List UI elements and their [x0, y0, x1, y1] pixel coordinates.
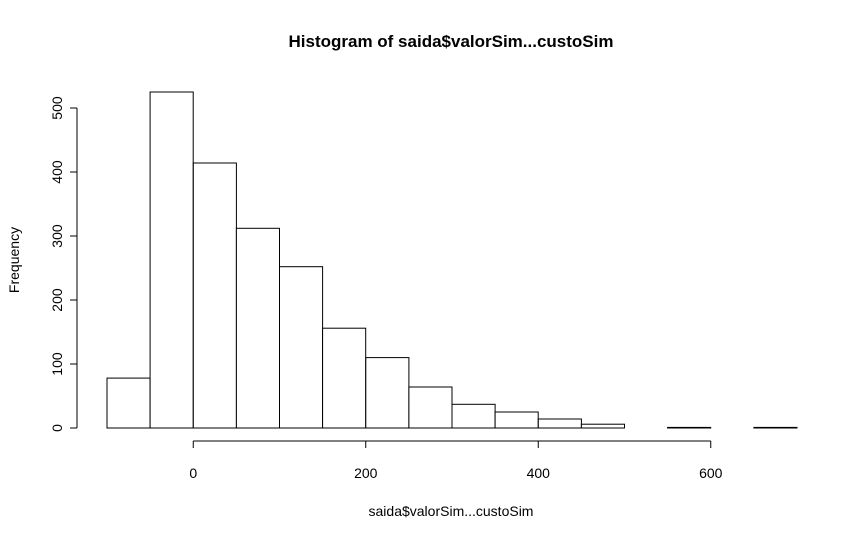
y-tick-label: 0 [49, 424, 65, 432]
histogram-bar [106, 377, 151, 429]
histogram-bar [451, 403, 496, 429]
histogram-bar [537, 418, 582, 429]
histogram-bar [235, 227, 280, 429]
histogram-bar [192, 162, 237, 429]
histogram-bar [753, 426, 798, 429]
x-tick-label: 200 [354, 465, 378, 481]
chart-title: Histogram of saida$valorSim...custoSim [289, 32, 614, 51]
bars-group [106, 91, 798, 429]
x-tick-label: 0 [189, 465, 197, 481]
y-tick-label: 500 [49, 96, 65, 120]
y-axis-label: Frequency [6, 227, 22, 293]
histogram-bar [580, 423, 626, 429]
histogram-bar [279, 266, 324, 429]
x-axis-label: saida$valorSim...custoSim [369, 503, 534, 519]
y-tick-label: 100 [49, 352, 65, 376]
y-axis: 0 100 200 300 400 500 [49, 96, 78, 432]
histogram-bar [322, 327, 367, 429]
histogram-bar [667, 426, 712, 429]
y-tick-label: 200 [49, 288, 65, 312]
histogram-bar [408, 386, 453, 429]
histogram-bar [365, 357, 410, 429]
x-tick-label: 600 [699, 465, 723, 481]
y-tick-label: 400 [49, 160, 65, 184]
x-axis: 0 200 400 600 [189, 440, 723, 481]
y-tick-label: 300 [49, 224, 65, 248]
histogram-bar [494, 411, 539, 429]
histogram-bar [149, 91, 194, 429]
x-tick-label: 400 [527, 465, 551, 481]
